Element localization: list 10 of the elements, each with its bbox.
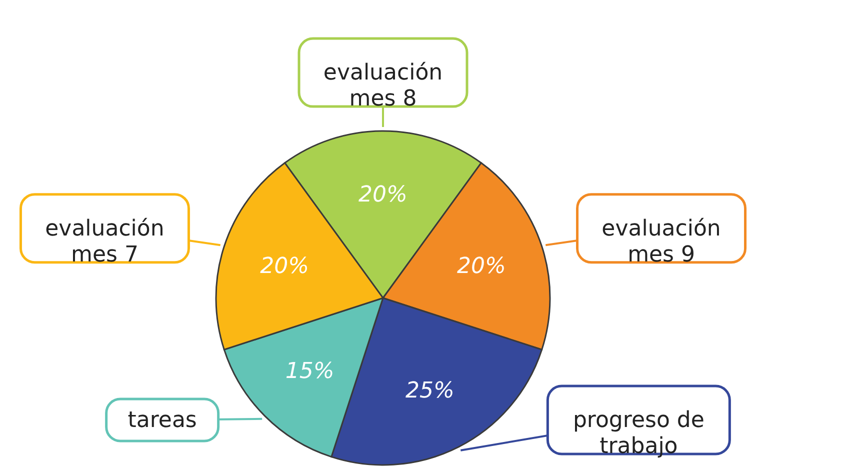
data-label: 20% xyxy=(358,182,408,208)
slice-label: evaluación mes 8 xyxy=(323,60,443,112)
data-label: 20% xyxy=(260,254,309,280)
slice-label: progreso de trabajo xyxy=(572,408,704,459)
slice-label: evaluación mes 7 xyxy=(45,216,164,268)
data-label: 15% xyxy=(285,359,334,384)
slice-label: tareas xyxy=(128,408,197,433)
data-label: 20% xyxy=(457,254,506,280)
slice-label: evaluación mes 9 xyxy=(602,216,721,268)
data-label: 25% xyxy=(406,378,454,404)
